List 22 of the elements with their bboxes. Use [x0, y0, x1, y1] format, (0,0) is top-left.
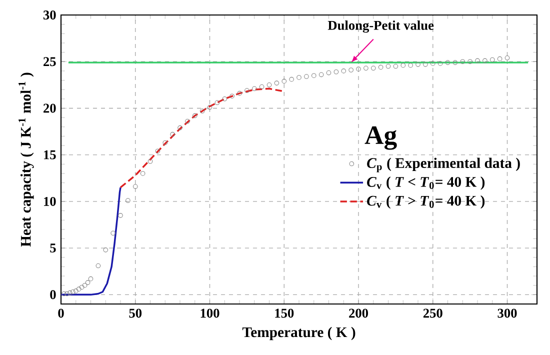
x-tick-label: 150	[275, 308, 294, 318]
legend-label: C$_{v}$ ( T > T$_{0}$= 40 K )	[367, 195, 485, 209]
annotation: Ag	[364, 126, 397, 150]
x-tick-label: 300	[498, 308, 517, 318]
y-tick-label: 20	[44, 104, 56, 113]
y-tick-label: 5	[50, 244, 56, 252]
y-tick-label: 25	[44, 57, 56, 66]
line-series	[120, 88, 285, 188]
x-tick-label: 200	[349, 308, 368, 318]
y-tick-label: 10	[44, 196, 56, 206]
y-tick-label: 0	[50, 290, 56, 300]
ref-line-label: Dulong-Petit value	[328, 20, 434, 33]
y-axis-title: Heat capacity ( J K$^{-1}$ mol$^{-1}$ )	[18, 72, 34, 247]
legend-label: C$_{p}$ ( Experimental data )	[367, 158, 520, 172]
x-tick-label: 0	[58, 308, 64, 318]
x-tick-label: 100	[200, 308, 220, 318]
x-axis-title: Temperature ( K )	[242, 326, 356, 340]
x-tick-label: 250	[423, 308, 442, 318]
y-tick-label: 30	[43, 10, 56, 20]
y-tick-label: 15	[44, 150, 56, 160]
legend-label: C$_{v}$ ( T < T$_{0}$= 40 K )	[367, 176, 485, 190]
x-tick-label: 50	[129, 308, 142, 318]
